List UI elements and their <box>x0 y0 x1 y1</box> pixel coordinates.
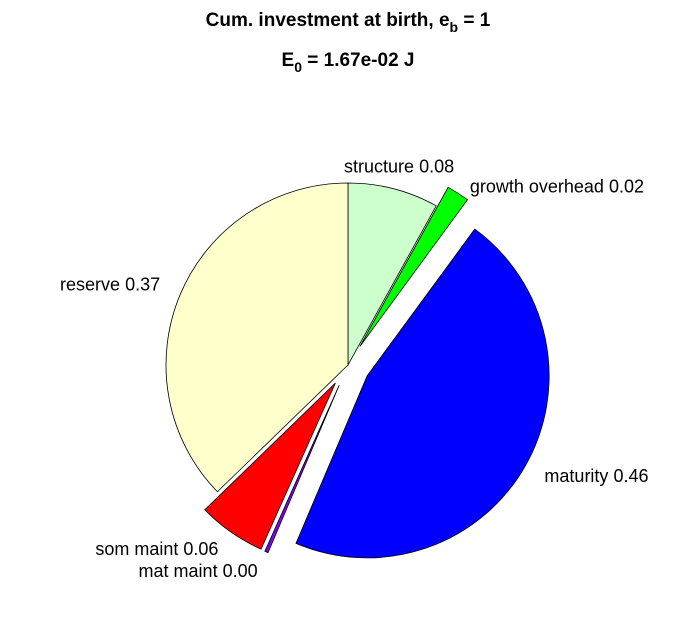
title-text: = 1.67e-02 J <box>302 50 415 71</box>
chart-subtitle: E0 = 1.67e-02 J <box>282 50 415 75</box>
pie-slice <box>204 382 336 550</box>
slice-label: maturity 0.46 <box>544 466 648 486</box>
pie-slice <box>295 228 550 559</box>
slice-name: structure <box>344 156 414 176</box>
pie-slice <box>165 182 349 493</box>
title-subscript: b <box>450 19 459 35</box>
title-text: E <box>282 50 295 71</box>
slice-name: som maint <box>95 539 178 559</box>
pie-slice <box>347 182 437 367</box>
slice-value: 0.00 <box>223 561 258 581</box>
pie-slice <box>359 186 469 347</box>
slice-label: som maint 0.06 <box>95 539 218 559</box>
slice-name: reserve <box>60 274 120 294</box>
chart-title: Cum. investment at birth, eb = 1 <box>206 10 491 35</box>
title-text: = 1 <box>458 10 491 31</box>
slice-name: growth overhead <box>470 176 604 196</box>
slice-label: structure 0.08 <box>344 156 454 176</box>
slice-label: reserve 0.37 <box>60 274 160 294</box>
title-subscript: 0 <box>294 59 302 75</box>
slice-name: mat maint <box>139 561 218 581</box>
slice-label: mat maint 0.00 <box>139 561 258 581</box>
slice-label: growth overhead 0.02 <box>470 176 644 196</box>
slice-value: 0.02 <box>609 176 644 196</box>
slice-name: maturity <box>544 466 608 486</box>
slice-value: 0.46 <box>613 466 648 486</box>
slice-value: 0.08 <box>419 156 454 176</box>
title-text: Cum. investment at birth, e <box>206 10 450 31</box>
slice-value: 0.06 <box>183 539 218 559</box>
pie-slice <box>264 385 340 554</box>
slice-value: 0.37 <box>125 274 160 294</box>
